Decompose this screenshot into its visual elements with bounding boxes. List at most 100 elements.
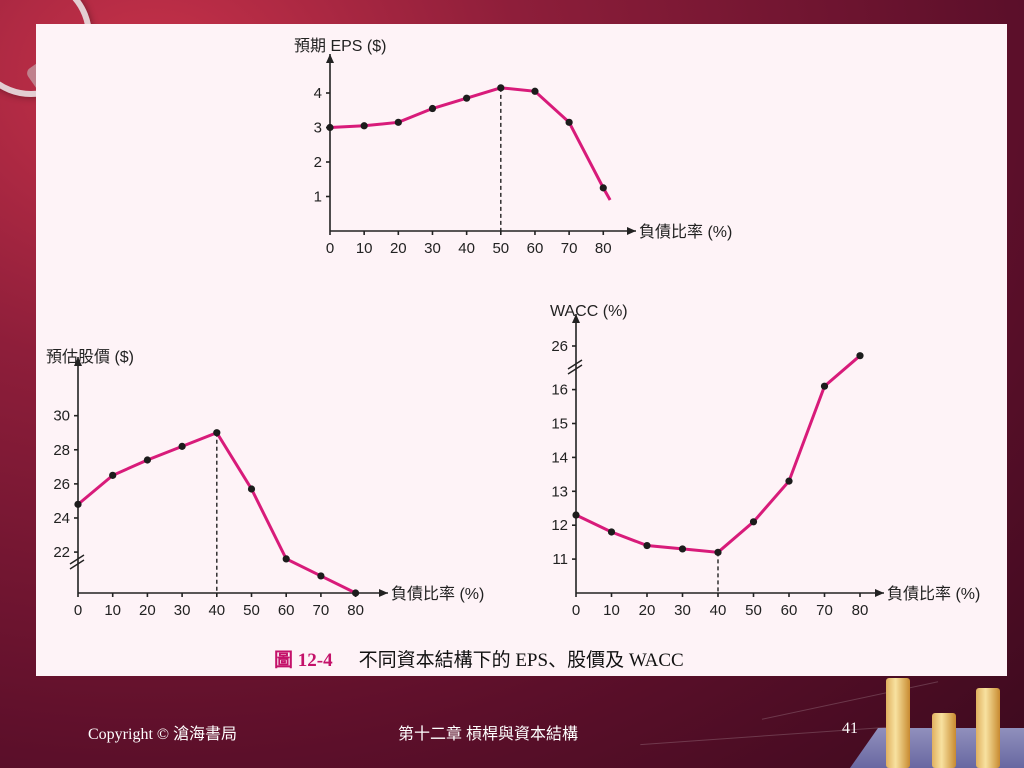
data-point	[74, 500, 82, 508]
x-tick-label: 30	[174, 602, 191, 619]
data-point	[394, 118, 402, 126]
x-tick-label: 80	[852, 602, 869, 619]
y-tick-label: 26	[551, 338, 568, 355]
data-point	[282, 555, 290, 563]
decoration-bar	[932, 713, 956, 768]
data-point	[143, 456, 151, 464]
chart-panel-3	[567, 314, 884, 597]
x-tick-label: 60	[278, 602, 295, 619]
x-tick-label: 70	[561, 240, 578, 257]
y-tick-label: 14	[551, 449, 568, 466]
data-point	[428, 104, 437, 113]
chart-panel-2	[69, 357, 388, 597]
x-tick-label: 30	[424, 240, 441, 257]
y-tick-label: 11	[552, 551, 568, 568]
data-point	[360, 122, 368, 130]
x-axis-arrow	[627, 227, 636, 235]
x-axis-arrow	[379, 589, 388, 597]
data-point	[678, 545, 687, 553]
data-point	[531, 87, 539, 95]
axis-break-mark	[69, 559, 85, 570]
data-point	[714, 548, 722, 556]
background-streak	[761, 681, 939, 720]
axis-break-mark	[567, 359, 583, 370]
figure-number: 圖 12-4	[274, 650, 333, 671]
x-tick-label: 10	[356, 240, 373, 257]
data-point	[749, 518, 758, 526]
x-tick-label: 10	[104, 602, 121, 619]
x-tick-label: 30	[674, 602, 691, 619]
data-point	[785, 477, 793, 485]
y-tick-label: 15	[551, 416, 568, 433]
y-tick-label: 24	[53, 510, 70, 527]
data-point	[109, 471, 117, 479]
data-point	[497, 84, 505, 92]
data-point	[820, 382, 829, 390]
data-point	[317, 572, 325, 580]
figure-caption-text: 不同資本結構下的 EPS、股價及 WACC	[358, 650, 684, 671]
data-point	[607, 528, 616, 536]
data-point	[463, 94, 471, 102]
decoration-bar	[976, 688, 1000, 768]
data-point	[643, 541, 651, 550]
series-line	[329, 86, 612, 201]
x-tick-label: 80	[595, 240, 612, 257]
y-tick-label: 30	[53, 408, 70, 425]
x-tick-label: 70	[313, 602, 330, 619]
figure-caption: 圖 12-4 不同資本結構下的 EPS、股價及 WACC	[274, 645, 684, 672]
axis-break-mark	[69, 554, 85, 565]
data-point	[178, 442, 186, 450]
x-axis-title: 負債比率 (%)	[639, 223, 732, 241]
y-tick-label: 3	[314, 120, 322, 137]
y-tick-label: 4	[314, 85, 322, 102]
y-axis-title: WACC (%)	[550, 303, 628, 320]
y-tick-label: 22	[53, 544, 70, 561]
data-point	[572, 511, 580, 519]
slide-content: 預期 EPS ($) 負債比率 (%) 0 10 20 30 40 50 60 70 80 1 2 3 4 預…	[36, 24, 1007, 676]
x-tick-label: 80	[347, 602, 364, 619]
y-axis-arrow	[572, 314, 580, 323]
y-tick-label: 1	[314, 189, 322, 206]
x-tick-label: 50	[745, 602, 762, 619]
data-point	[247, 485, 256, 493]
footer-page-number: 41	[842, 720, 858, 737]
data-point	[213, 429, 221, 437]
x-tick-label: 0	[74, 602, 82, 619]
x-axis-title: 負債比率 (%)	[391, 585, 484, 603]
x-tick-label: 50	[492, 240, 509, 257]
x-tick-label: 60	[781, 602, 798, 619]
x-tick-label: 50	[243, 602, 260, 619]
y-axis-arrow	[74, 357, 82, 366]
x-tick-label: 60	[527, 240, 544, 257]
x-tick-label: 70	[816, 602, 833, 619]
y-axis-arrow	[326, 54, 334, 63]
charts-figure: 預期 EPS ($)負債比率 (%)0 10 20 30 40 50 60 70 801234預…	[46, 37, 980, 619]
y-tick-label: 28	[53, 442, 70, 459]
data-point	[326, 123, 334, 132]
x-axis-arrow	[875, 589, 884, 597]
background-streak	[640, 725, 900, 746]
y-tick-label: 2	[314, 154, 322, 171]
decoration-floor	[849, 728, 1024, 768]
y-axis-title: 預期 EPS ($)	[294, 37, 386, 55]
x-tick-label: 0	[326, 240, 334, 257]
footer-chapter-title: 第十二章 槓桿與資本結構	[398, 726, 579, 743]
x-tick-label: 20	[390, 240, 407, 257]
chart-panel-1	[326, 54, 636, 235]
data-point	[856, 352, 864, 360]
series-line	[575, 354, 861, 554]
data-point	[599, 184, 607, 192]
y-tick-label: 12	[551, 517, 568, 534]
y-tick-label: 16	[551, 382, 568, 399]
x-tick-label: 40	[208, 602, 225, 619]
x-axis-title: 負債比率 (%)	[887, 585, 980, 603]
data-point	[565, 118, 573, 126]
decoration-bar	[886, 678, 910, 768]
x-tick-label: 40	[710, 602, 727, 619]
y-tick-label: 13	[551, 483, 568, 500]
footer-copyright: Copyright © 滄海書局	[88, 726, 238, 743]
x-tick-label: 40	[458, 240, 475, 257]
x-tick-label: 20	[639, 602, 656, 619]
y-axis-title: 預估股價 ($)	[46, 348, 134, 366]
x-tick-label: 20	[139, 602, 156, 619]
